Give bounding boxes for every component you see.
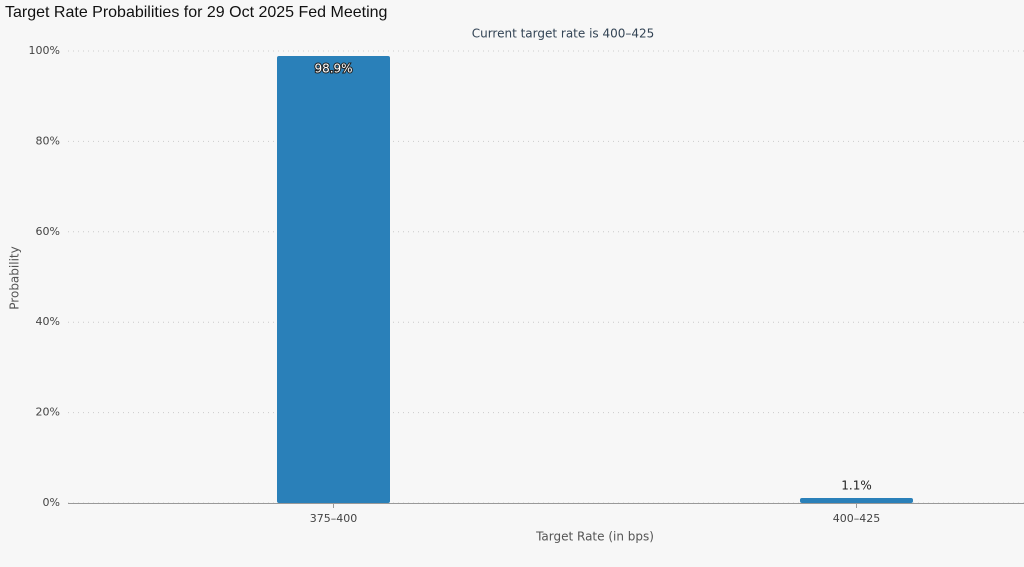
y-tick-label: 100%: [29, 44, 60, 57]
x-tick-label: 375–400: [310, 512, 358, 525]
chart-title: Target Rate Probabilities for 29 Oct 202…: [5, 4, 387, 21]
x-axis-label: Target Rate (in bps): [535, 530, 654, 544]
y-tick-label: 0%: [43, 496, 60, 509]
bar: [277, 55, 390, 504]
value-label: 98.9%: [314, 61, 352, 75]
y-tick-label: 40%: [36, 315, 60, 328]
x-tick-label: 400–425: [833, 512, 881, 525]
chart-subtitle: Current target rate is 400–425: [472, 27, 655, 41]
y-tick-label: 20%: [36, 406, 60, 419]
y-axis-label: Probability: [8, 246, 22, 309]
y-tick-label: 80%: [36, 134, 60, 147]
value-label: 1.1%: [841, 479, 872, 493]
bar: [800, 498, 913, 503]
y-tick-label: 60%: [36, 225, 60, 238]
